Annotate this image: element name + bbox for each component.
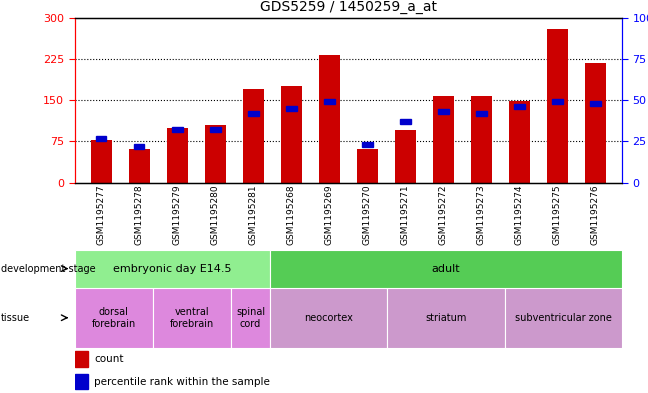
Bar — [248, 111, 259, 116]
Text: count: count — [94, 354, 124, 364]
Bar — [362, 142, 373, 147]
Text: GSM1195271: GSM1195271 — [401, 185, 410, 245]
Bar — [514, 104, 525, 109]
Bar — [476, 111, 487, 116]
Bar — [231, 288, 270, 348]
Text: GSM1195279: GSM1195279 — [172, 185, 181, 245]
Bar — [286, 106, 297, 111]
Bar — [319, 55, 340, 183]
Bar — [75, 351, 87, 367]
Bar — [509, 101, 530, 183]
Text: GSM1195270: GSM1195270 — [363, 185, 372, 245]
Title: GDS5259 / 1450259_a_at: GDS5259 / 1450259_a_at — [260, 0, 437, 14]
Text: GSM1195275: GSM1195275 — [553, 185, 562, 245]
Bar — [400, 119, 411, 124]
Bar — [205, 125, 226, 183]
Bar — [505, 288, 622, 348]
Text: embryonic day E14.5: embryonic day E14.5 — [113, 264, 231, 274]
Bar — [471, 96, 492, 183]
Text: adult: adult — [432, 264, 460, 274]
Bar — [129, 149, 150, 183]
Bar — [438, 109, 448, 114]
Bar — [270, 250, 622, 288]
Bar — [172, 127, 183, 132]
Text: GSM1195278: GSM1195278 — [135, 185, 144, 245]
Text: ventral
forebrain: ventral forebrain — [170, 307, 214, 329]
Bar — [590, 101, 601, 106]
Text: GSM1195272: GSM1195272 — [439, 185, 448, 245]
Text: GSM1195277: GSM1195277 — [97, 185, 106, 245]
Bar — [210, 127, 220, 132]
Bar — [433, 96, 454, 183]
Bar — [134, 144, 145, 149]
Text: GSM1195273: GSM1195273 — [477, 185, 486, 245]
Text: development stage: development stage — [1, 264, 95, 274]
Text: GSM1195268: GSM1195268 — [287, 185, 295, 245]
Bar — [243, 89, 264, 183]
Bar — [75, 250, 270, 288]
Bar — [281, 86, 302, 183]
Text: tissue: tissue — [1, 313, 30, 323]
Bar — [395, 130, 416, 183]
Bar — [75, 374, 87, 389]
Text: GSM1195276: GSM1195276 — [591, 185, 600, 245]
Bar — [585, 63, 606, 183]
Text: GSM1195281: GSM1195281 — [249, 185, 258, 245]
Text: subventricular zone: subventricular zone — [515, 313, 612, 323]
Text: GSM1195269: GSM1195269 — [325, 185, 334, 245]
Bar — [75, 288, 153, 348]
Text: striatum: striatum — [425, 313, 467, 323]
Bar — [552, 99, 562, 104]
Bar — [96, 136, 106, 141]
Bar — [357, 149, 378, 183]
Bar — [270, 288, 388, 348]
Text: neocortex: neocortex — [305, 313, 353, 323]
Text: percentile rank within the sample: percentile rank within the sample — [94, 377, 270, 387]
Text: GSM1195280: GSM1195280 — [211, 185, 220, 245]
Bar — [324, 99, 334, 104]
Bar — [91, 140, 111, 183]
Bar — [167, 128, 188, 183]
Bar — [388, 288, 505, 348]
Bar — [153, 288, 231, 348]
Text: spinal
cord: spinal cord — [236, 307, 265, 329]
Bar — [547, 29, 568, 183]
Text: GSM1195274: GSM1195274 — [515, 185, 524, 245]
Text: dorsal
forebrain: dorsal forebrain — [91, 307, 136, 329]
